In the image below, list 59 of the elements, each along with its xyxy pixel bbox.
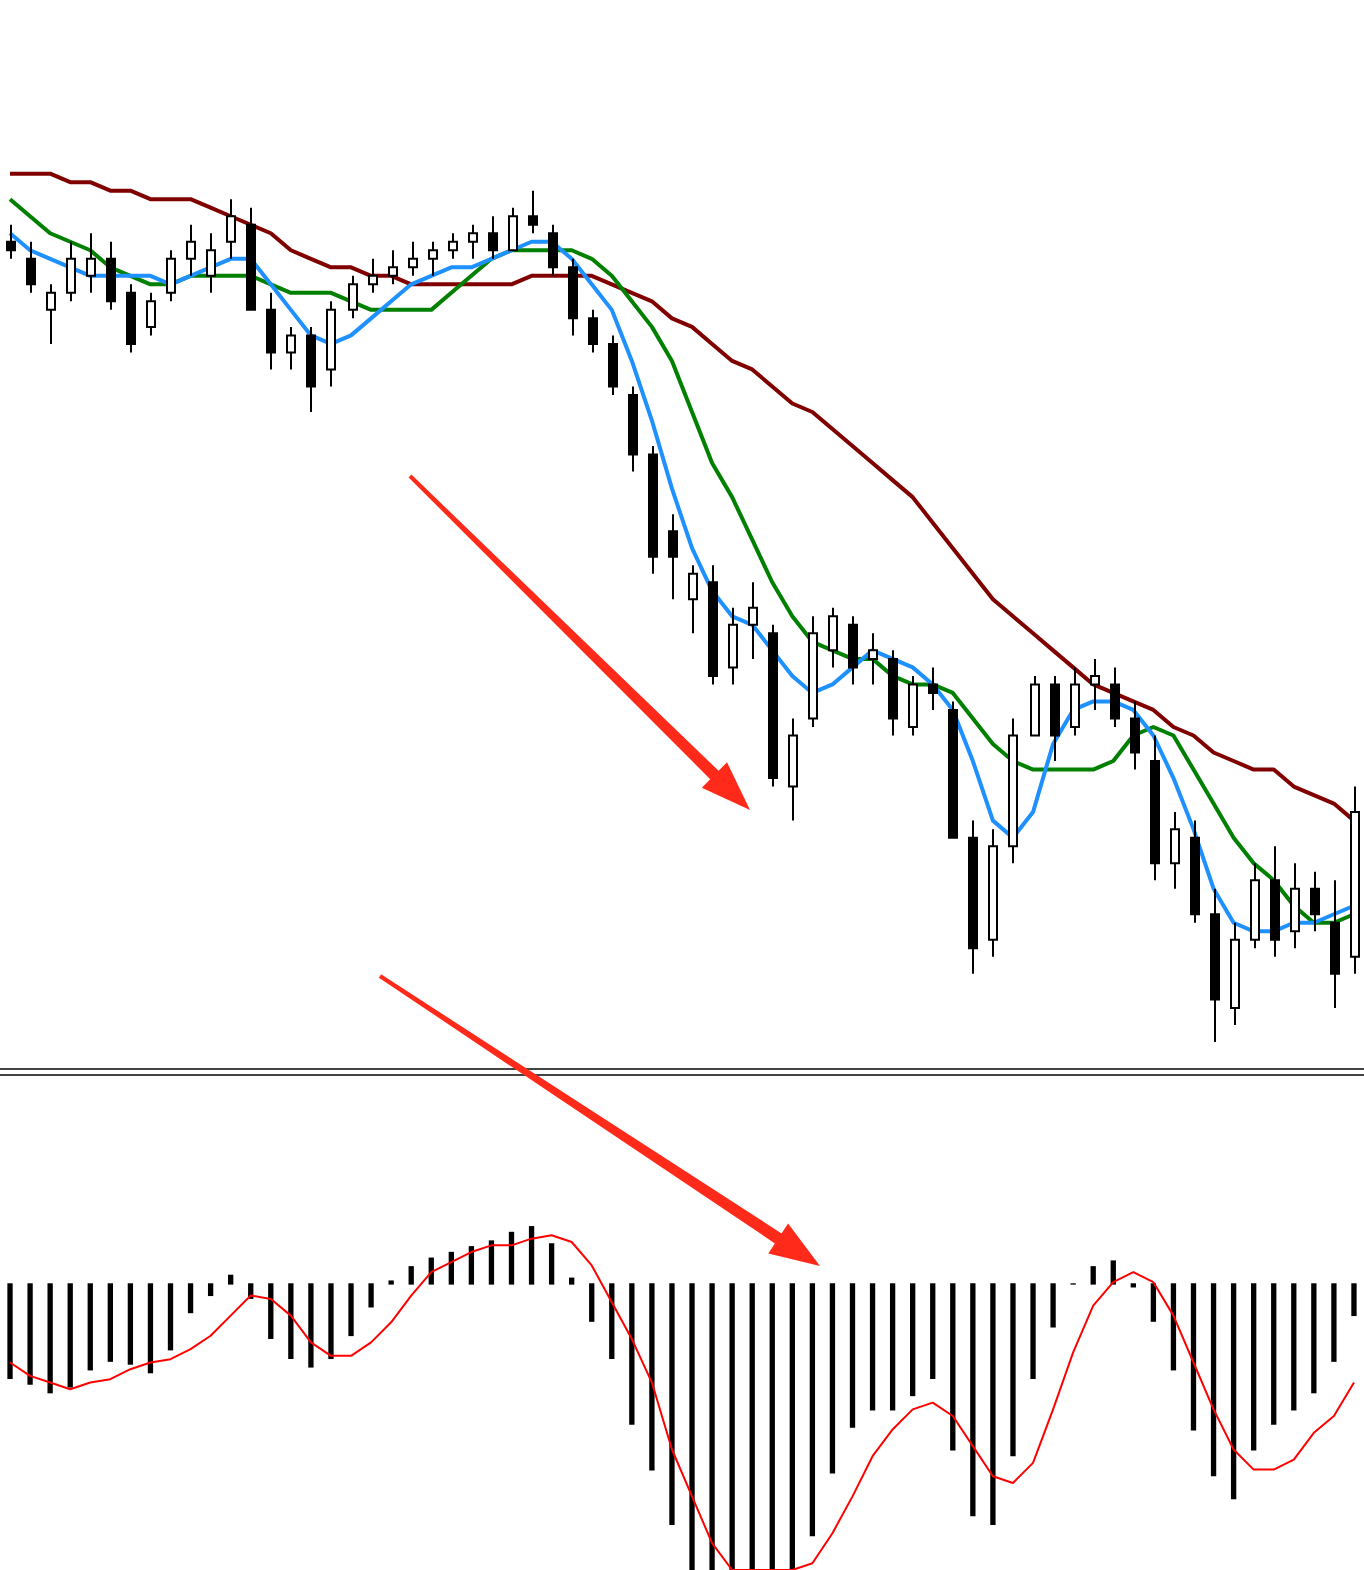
bar [288,1283,294,1359]
bar [589,1283,595,1322]
bar [127,1283,134,1365]
bar [669,1283,675,1525]
bar [7,1283,13,1380]
bar [990,1283,996,1525]
bar [87,1283,93,1371]
bar [1090,1266,1096,1285]
bar [27,1283,33,1385]
bar [308,1283,314,1368]
bar [1190,1283,1197,1431]
bar [408,1266,414,1285]
bar [47,1283,53,1394]
bar [689,1283,695,1570]
bar [709,1283,715,1570]
bar [1210,1283,1217,1477]
bar [649,1283,655,1471]
bar [228,1274,234,1285]
bar [1050,1283,1056,1328]
bar [970,1283,976,1517]
bar [1271,1283,1277,1425]
bar [1230,1283,1237,1500]
bar [167,1283,174,1351]
bar [508,1231,515,1285]
bar [1030,1283,1036,1380]
bar [328,1283,334,1359]
bar [729,1283,735,1570]
bar [910,1283,916,1397]
bar [629,1283,635,1425]
bar [147,1283,154,1374]
bar [789,1283,795,1570]
bar [869,1283,876,1411]
bar [268,1283,274,1339]
bar [950,1283,956,1451]
bar [1311,1283,1317,1394]
bar [548,1243,555,1285]
bar [1150,1283,1157,1322]
bar [107,1283,113,1362]
bar [769,1283,775,1570]
bar [1331,1283,1337,1362]
bar [1010,1283,1016,1457]
bar [930,1283,936,1380]
bar [488,1240,495,1285]
bar [569,1277,575,1285]
bar [528,1226,535,1285]
bar [468,1246,475,1285]
bar [749,1283,755,1570]
bar [207,1283,214,1297]
bar [889,1283,896,1411]
bar [1291,1283,1297,1411]
bar [809,1283,816,1537]
bar [1251,1283,1257,1451]
bar [187,1283,194,1314]
bar [348,1283,354,1337]
bar [1351,1283,1357,1317]
bar [368,1283,374,1308]
bar [849,1283,856,1428]
bar [67,1283,73,1388]
bar [829,1283,836,1474]
